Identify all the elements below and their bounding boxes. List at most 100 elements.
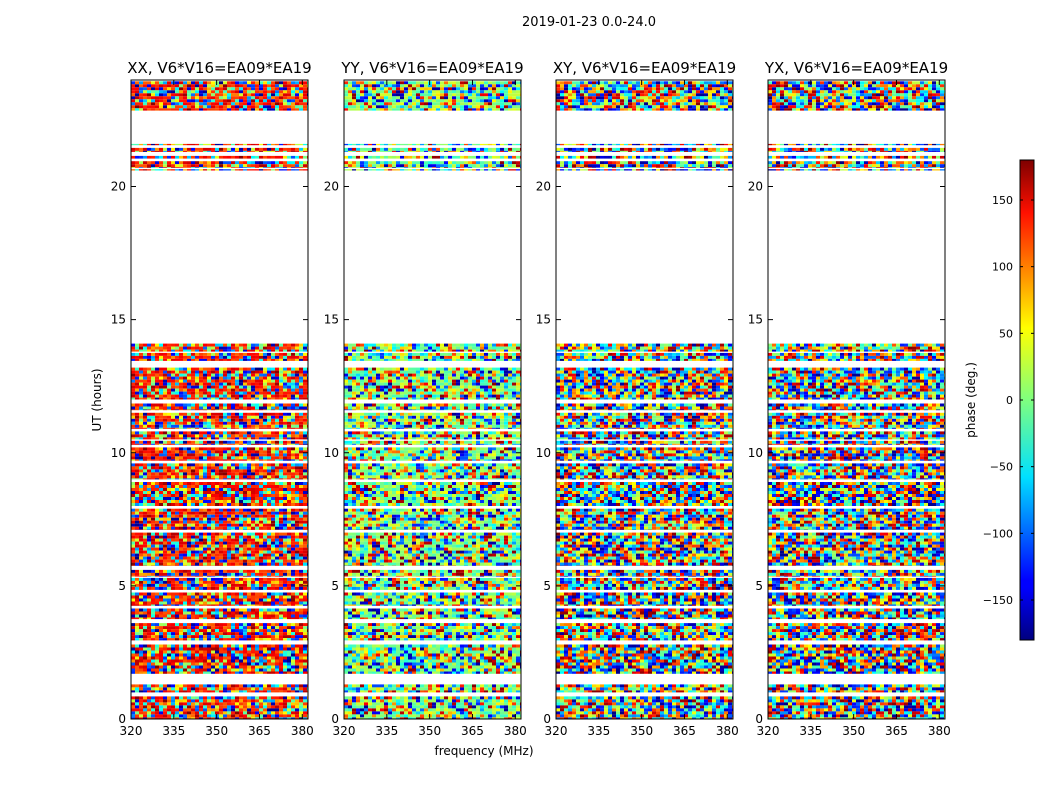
heatmap-cell	[283, 660, 287, 663]
heatmap-cell	[263, 463, 267, 466]
heatmap-cell	[183, 593, 187, 596]
heatmap-cell	[171, 669, 175, 672]
heatmap-cell	[275, 699, 279, 702]
heatmap-cell	[303, 434, 307, 437]
heatmap-cell	[231, 645, 235, 648]
heatmap-cell	[279, 494, 283, 497]
heatmap-cell	[143, 615, 147, 618]
heatmap-cell	[187, 425, 191, 428]
heatmap-cell	[235, 512, 239, 515]
heatmap-cell	[175, 584, 179, 587]
heatmap-cell	[139, 482, 143, 485]
heatmap-cell	[175, 705, 179, 708]
heatmap-cell	[159, 545, 163, 548]
heatmap-cell	[175, 615, 179, 618]
heatmap-cell	[155, 398, 159, 400]
heatmap-cell	[191, 482, 195, 485]
heatmap-cell	[139, 377, 143, 380]
heatmap-cell	[151, 425, 155, 428]
heatmap-cell	[159, 618, 163, 620]
heatmap-cell	[207, 635, 211, 638]
heatmap-cell	[207, 491, 211, 494]
heatmap-cell	[159, 425, 163, 428]
heatmap-cell	[299, 699, 303, 702]
heatmap-cell	[163, 702, 167, 705]
heatmap-cell	[135, 576, 139, 577]
heatmap-cell	[147, 404, 151, 407]
heatmap-cell	[179, 431, 183, 434]
heatmap-cell	[187, 557, 191, 560]
heatmap-cell	[191, 527, 195, 530]
heatmap-cell	[235, 533, 239, 536]
heatmap-cell	[139, 431, 143, 434]
heatmap-cell	[199, 545, 203, 548]
heatmap-cell	[179, 383, 183, 386]
heatmap-cell	[151, 475, 155, 478]
heatmap-cell	[263, 623, 267, 626]
heatmap-cell	[235, 635, 239, 638]
heatmap-cell	[151, 545, 155, 548]
heatmap-cell	[147, 478, 151, 479]
heatmap-cell	[235, 605, 239, 606]
heatmap-cell	[203, 459, 207, 460]
heatmap-cell	[203, 431, 207, 434]
heatmap-cell	[219, 672, 223, 674]
heatmap-cell	[147, 431, 151, 434]
heatmap-cell	[215, 356, 219, 359]
heatmap-cell	[275, 447, 279, 450]
heatmap-cell	[163, 687, 167, 690]
heatmap-cell	[287, 615, 291, 618]
heatmap-cell	[283, 602, 287, 605]
heatmap-cell	[199, 386, 203, 389]
heatmap-cell	[231, 545, 235, 548]
heatmap-cell	[259, 593, 263, 596]
heatmap-cell	[171, 648, 175, 651]
heatmap-cell	[207, 386, 211, 389]
heatmap-cell	[251, 404, 255, 407]
heatmap-cell	[175, 356, 179, 359]
heatmap-cell	[199, 533, 203, 536]
heatmap-cell	[211, 515, 215, 518]
heatmap-cell	[175, 563, 179, 566]
heatmap-cell	[147, 638, 151, 640]
heatmap-cell	[295, 666, 299, 669]
heatmap-cell	[287, 478, 291, 479]
heatmap-cell	[239, 512, 243, 515]
heatmap-cell	[247, 533, 251, 536]
heatmap-cell	[195, 690, 199, 692]
heatmap-cell	[147, 488, 151, 491]
heatmap-cell	[139, 557, 143, 560]
heatmap-cell	[251, 635, 255, 638]
heatmap-cell	[231, 576, 235, 577]
heatmap-cell	[195, 654, 199, 657]
heatmap-cell	[275, 587, 279, 590]
heatmap-cell	[243, 551, 247, 554]
heatmap-cell	[171, 687, 175, 690]
heatmap-cell	[287, 437, 291, 439]
heatmap-cell	[191, 503, 195, 506]
heatmap-cell	[159, 645, 163, 648]
heatmap-cell	[163, 359, 167, 361]
heatmap-cell	[227, 651, 231, 654]
heatmap-cell	[255, 602, 259, 605]
heatmap-cell	[191, 684, 195, 687]
heatmap-cell	[291, 623, 295, 626]
heatmap-cell	[139, 623, 143, 626]
heatmap-cell	[183, 663, 187, 666]
heatmap-cell	[263, 416, 267, 419]
heatmap-cell	[167, 563, 171, 566]
heatmap-cell	[239, 380, 243, 383]
heatmap-cell	[231, 573, 235, 576]
heatmap-cell	[167, 690, 171, 692]
heatmap-cell	[283, 554, 287, 557]
heatmap-cell	[255, 702, 259, 705]
heatmap-cell	[167, 371, 171, 374]
heatmap-cell	[131, 581, 135, 584]
heatmap-cell	[207, 515, 211, 518]
heatmap-cell	[267, 609, 271, 612]
heatmap-cell	[299, 663, 303, 666]
heatmap-cell	[131, 599, 135, 602]
heatmap-cell	[163, 377, 167, 380]
heatmap-cell	[147, 441, 151, 444]
heatmap-cell	[239, 599, 243, 602]
